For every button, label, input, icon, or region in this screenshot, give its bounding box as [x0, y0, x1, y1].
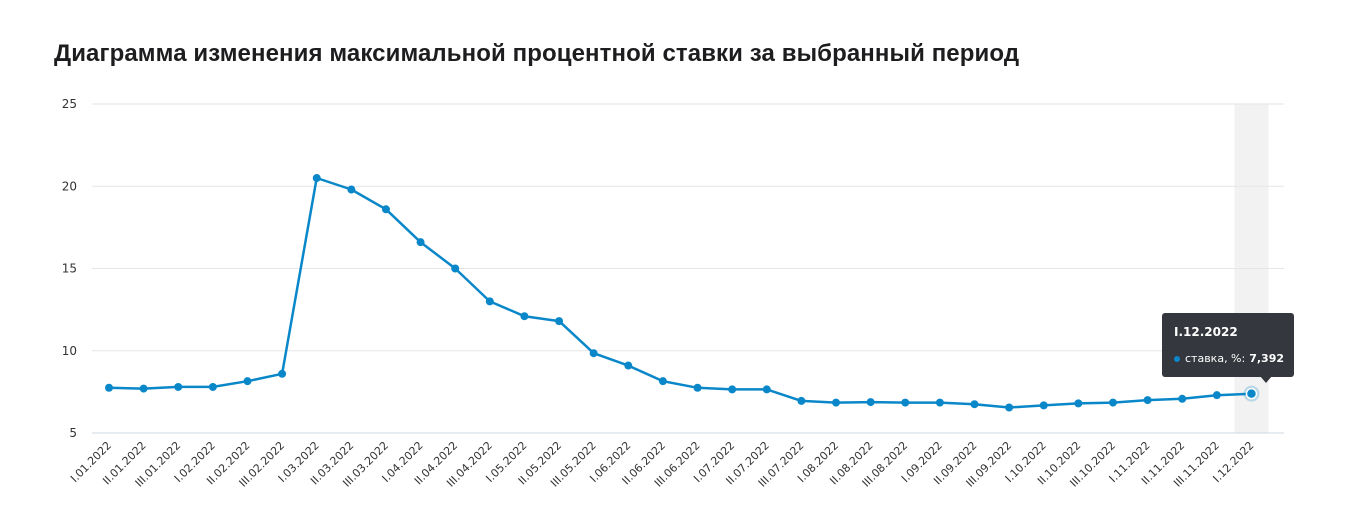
data-point [728, 385, 737, 394]
data-point [381, 205, 390, 214]
y-tick-label: 15 [62, 262, 77, 276]
data-point [1005, 403, 1014, 412]
data-point [555, 317, 564, 326]
y-tick-label: 20 [62, 179, 77, 193]
tooltip-label: ставка, %: [1185, 352, 1246, 365]
data-point [589, 349, 598, 358]
chart-title: Диаграмма изменения максимальной процент… [54, 40, 1020, 67]
data-point [970, 400, 979, 409]
active-data-point [1245, 387, 1258, 400]
y-tick-label: 25 [62, 97, 77, 111]
series-dot-icon [1174, 355, 1180, 362]
tooltip-value: 7,392 [1249, 352, 1285, 365]
data-point [1039, 401, 1048, 410]
data-point [347, 185, 356, 194]
data-point [243, 377, 252, 386]
data-point [416, 238, 425, 247]
data-point [520, 312, 529, 321]
data-point [1212, 391, 1221, 400]
data-point [1108, 398, 1117, 407]
data-point [1143, 396, 1152, 405]
y-tick-label: 5 [69, 426, 77, 440]
data-point [866, 398, 875, 407]
data-point [278, 369, 287, 378]
data-point [1178, 394, 1187, 403]
data-point [208, 382, 217, 391]
tooltip-title: I.12.2022 [1174, 325, 1238, 339]
data-point [658, 377, 667, 386]
data-point [901, 398, 910, 407]
data-point [797, 396, 806, 405]
data-point [935, 398, 944, 407]
data-point [485, 297, 494, 306]
data-point [762, 385, 771, 394]
data-point [451, 264, 460, 273]
y-tick-label: 10 [62, 344, 77, 358]
data-point [139, 384, 148, 393]
data-point [832, 398, 841, 407]
data-point [174, 382, 183, 391]
tooltip-row: ставка, %: 7,392 [1174, 352, 1294, 365]
data-point [312, 174, 321, 183]
data-point [624, 361, 633, 370]
data-point [1074, 399, 1083, 408]
data-point [105, 383, 113, 392]
data-tooltip: I.12.2022 ставка, %: 7,392 [1162, 313, 1294, 377]
data-point [693, 383, 702, 392]
tooltip-arrow [1260, 376, 1272, 383]
series-line [108, 176, 1252, 409]
